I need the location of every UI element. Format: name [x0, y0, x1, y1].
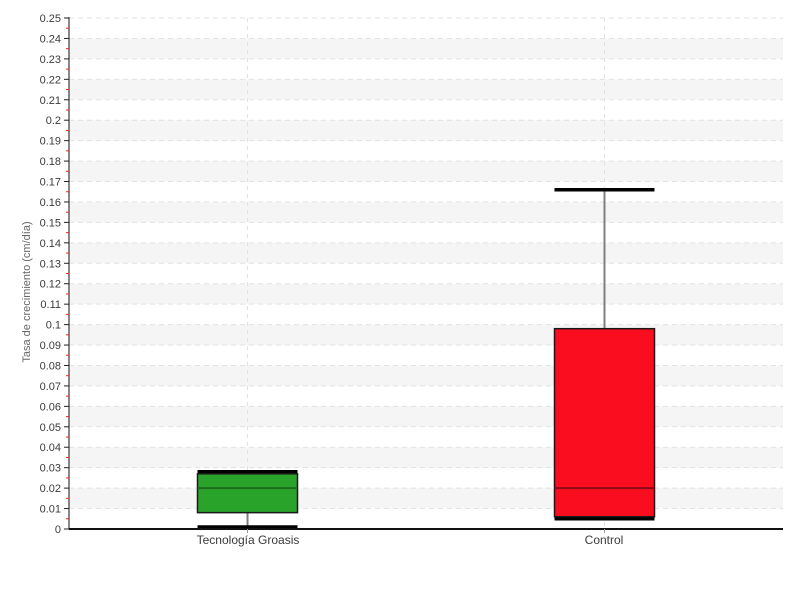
- grid-band: [69, 283, 783, 305]
- y-tick-label: 0.03: [40, 463, 61, 475]
- category-label-control: Control: [584, 533, 624, 547]
- grid-band: [69, 324, 783, 346]
- y-tick-label: 0.18: [40, 156, 61, 168]
- y-tick-label: 0.15: [40, 217, 61, 229]
- y-tick-label: 0.19: [40, 136, 61, 148]
- y-tick-label: 0.04: [40, 442, 61, 454]
- y-tick-label: 0.22: [40, 74, 61, 86]
- grid-band: [69, 161, 783, 182]
- y-tick-label: 0.25: [40, 13, 61, 25]
- y-tick-label: 0.1: [46, 320, 61, 332]
- grid-band: [69, 447, 783, 468]
- y-tick-label: 0.02: [40, 483, 61, 495]
- y-tick-label: 0.11: [40, 299, 61, 311]
- y-tick-label: 0.12: [40, 279, 61, 291]
- grid-band: [69, 120, 783, 141]
- grid-band: [69, 38, 783, 59]
- grid-band: [69, 201, 783, 223]
- y-tick-label: 0.09: [40, 340, 61, 352]
- y-axis-title: Tasa de crecimiento (cm/día): [21, 221, 33, 363]
- grid-band: [69, 406, 783, 427]
- box-rect: [553, 327, 656, 518]
- grid-band: [69, 488, 783, 509]
- grid-band: [69, 79, 783, 100]
- y-tick-label: 0.13: [40, 258, 61, 270]
- y-tick-label: 0.17: [40, 177, 61, 189]
- y-tick-label: 0.16: [40, 197, 61, 209]
- category-label-tecnologia-groasis: Tecnología Groasis: [196, 533, 300, 547]
- y-tick-label: 0.08: [40, 360, 61, 372]
- grid-band: [69, 242, 783, 264]
- y-tick-label: 0.05: [40, 422, 61, 434]
- y-tick-label: 0.2: [46, 115, 61, 127]
- box-rect: [196, 473, 299, 514]
- grid-band: [69, 365, 783, 386]
- y-tick-label: 0.07: [40, 381, 61, 393]
- y-tick-label: 0.06: [40, 401, 61, 413]
- y-tick-label: 0: [55, 524, 61, 536]
- y-tick-label: 0.21: [40, 95, 61, 107]
- y-tick-label: 0.01: [40, 504, 61, 516]
- y-tick-label: 0.14: [40, 238, 61, 250]
- y-tick-label: 0.24: [40, 33, 61, 45]
- y-tick-label: 0.23: [40, 54, 61, 66]
